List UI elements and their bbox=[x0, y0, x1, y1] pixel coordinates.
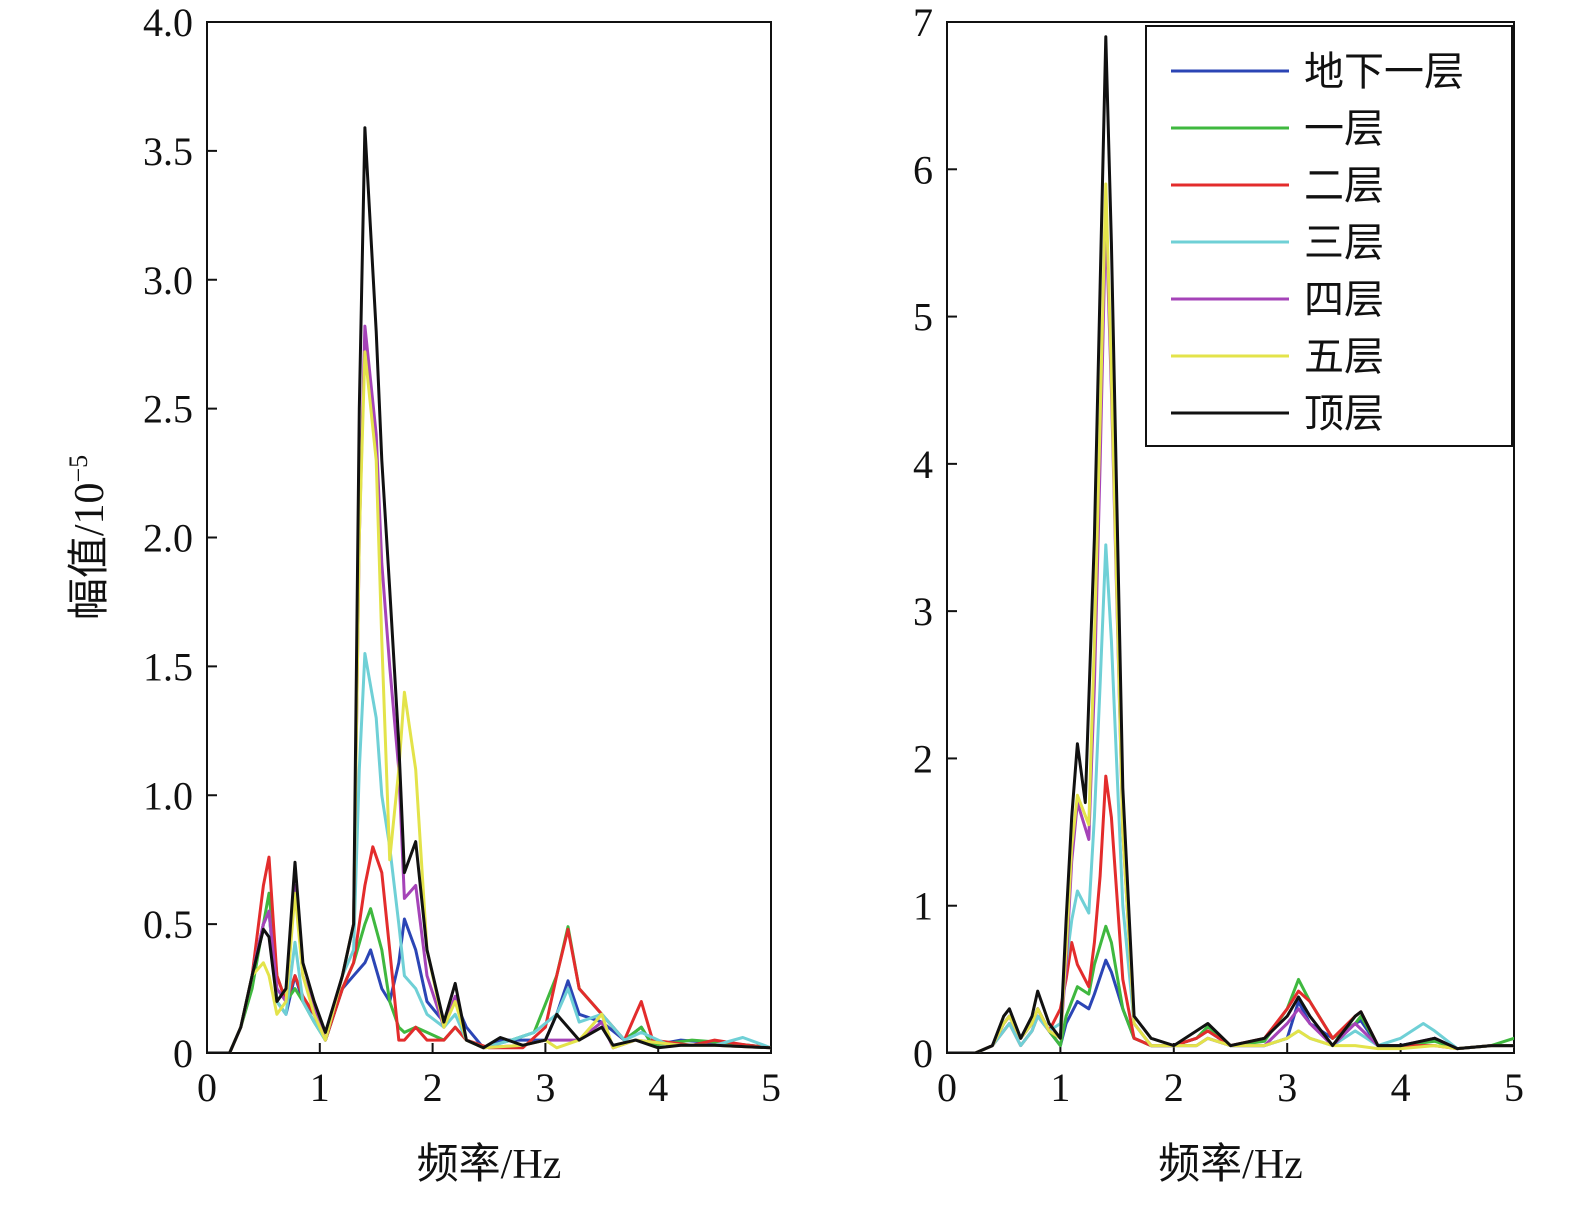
series-line-6 bbox=[947, 35, 1514, 1053]
x-tick-label: 5 bbox=[1504, 1065, 1524, 1110]
legend-label: 二层 bbox=[1304, 163, 1384, 208]
y-tick-label: 0.5 bbox=[143, 902, 193, 947]
x-tick-label: 4 bbox=[1391, 1065, 1411, 1110]
y-tick-label: 3.5 bbox=[143, 129, 193, 174]
left-panel: 0 1 2 3 4 5 0 0.5 1.0 1.5 2.0 2.5 3.0 3.5 4.0 频率/Hz 幅值/1… bbox=[64, 0, 781, 1188]
x-tick-label: 2 bbox=[423, 1065, 443, 1110]
y-tick-label: 3.0 bbox=[143, 258, 193, 303]
x-tick-label: 0 bbox=[197, 1065, 217, 1110]
y-tick-label: 6 bbox=[913, 147, 933, 192]
y-tick-label: 7 bbox=[913, 0, 933, 45]
y-tick-label: 1 bbox=[913, 884, 933, 929]
x-tick-label: 2 bbox=[1164, 1065, 1184, 1110]
y-axis-title-exponent: −5 bbox=[64, 455, 93, 483]
x-tick-label: 0 bbox=[937, 1065, 957, 1110]
x-tick-label: 4 bbox=[648, 1065, 668, 1110]
series-line-5 bbox=[947, 182, 1514, 1053]
x-tick-label: 3 bbox=[535, 1065, 555, 1110]
y-tick-label: 5 bbox=[913, 295, 933, 340]
legend-box bbox=[1145, 25, 1513, 447]
y-axis-title-text: 幅值/10 bbox=[67, 483, 113, 621]
x-axis-title: 频率/Hz bbox=[417, 1141, 562, 1188]
series-line-3 bbox=[947, 543, 1514, 1053]
y-tick-label: 4.0 bbox=[143, 0, 193, 45]
y-tick-label: 3 bbox=[913, 589, 933, 634]
legend-label: 一层 bbox=[1304, 106, 1384, 151]
x-tick-label: 5 bbox=[761, 1065, 781, 1110]
x-axis-title: 频率/Hz bbox=[1158, 1141, 1303, 1188]
y-tick-label: 4 bbox=[913, 442, 933, 487]
series-line-1 bbox=[947, 924, 1514, 1053]
legend-label: 顶层 bbox=[1304, 391, 1384, 436]
series-group bbox=[207, 126, 771, 1053]
legend-label: 地下一层 bbox=[1304, 49, 1464, 94]
x-tick-label: 1 bbox=[310, 1065, 330, 1110]
y-tick-label: 1.0 bbox=[143, 773, 193, 818]
series-line-5 bbox=[207, 350, 771, 1053]
y-tick-label: 2.0 bbox=[143, 516, 193, 561]
legend-label: 五层 bbox=[1304, 334, 1384, 379]
series-group bbox=[947, 35, 1514, 1053]
series-line-6 bbox=[207, 126, 771, 1053]
y-tick-label: 2.5 bbox=[143, 387, 193, 432]
y-tick-label: 2 bbox=[913, 736, 933, 781]
x-tick-label: 1 bbox=[1050, 1065, 1070, 1110]
legend-label: 三层 bbox=[1304, 220, 1384, 265]
y-tick-label: 0 bbox=[913, 1031, 933, 1076]
y-tick-label: 0 bbox=[173, 1031, 193, 1076]
legend-label: 四层 bbox=[1304, 277, 1384, 322]
x-tick-label: 3 bbox=[1277, 1065, 1297, 1110]
series-line-2 bbox=[207, 845, 771, 1053]
plot-frame bbox=[946, 21, 1515, 1054]
series-line-3 bbox=[207, 652, 771, 1053]
y-axis-title: 幅值/10−5 bbox=[64, 455, 113, 620]
y-tick-label: 1.5 bbox=[143, 644, 193, 689]
